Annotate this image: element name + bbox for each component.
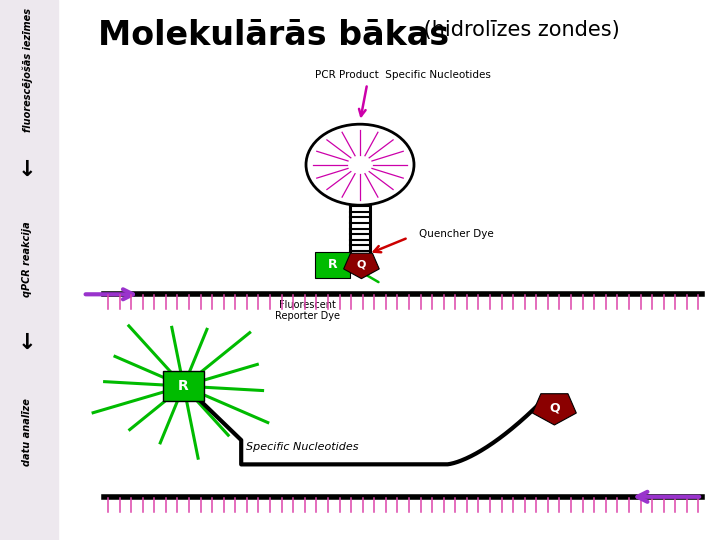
Text: Q: Q (549, 401, 559, 414)
Text: fluorescējošās iezīmes: fluorescējošās iezīmes (22, 8, 32, 132)
FancyBboxPatch shape (163, 371, 204, 401)
Text: datu analīze: datu analīze (22, 398, 32, 466)
Text: Quencher Dye: Quencher Dye (419, 228, 494, 239)
Text: ↓: ↓ (18, 160, 37, 180)
Bar (0, 0, 58, 540)
FancyBboxPatch shape (315, 252, 350, 278)
Text: R: R (328, 258, 338, 271)
Text: qPCR reakcija: qPCR reakcija (22, 221, 32, 297)
Circle shape (306, 124, 414, 205)
Text: ↓: ↓ (18, 333, 37, 353)
Text: PCR Product  Specific Nucleotides: PCR Product Specific Nucleotides (315, 70, 491, 80)
Text: Molekulārās bākas: Molekulārās bākas (98, 19, 449, 52)
Text: Q: Q (356, 260, 366, 269)
Text: Fluorescent
Reporter Dye: Fluorescent Reporter Dye (275, 300, 340, 321)
Text: (hidrolīzes zondes): (hidrolīzes zondes) (417, 20, 620, 40)
Text: Specific Nucleotides: Specific Nucleotides (246, 442, 359, 452)
Text: R: R (179, 379, 189, 393)
